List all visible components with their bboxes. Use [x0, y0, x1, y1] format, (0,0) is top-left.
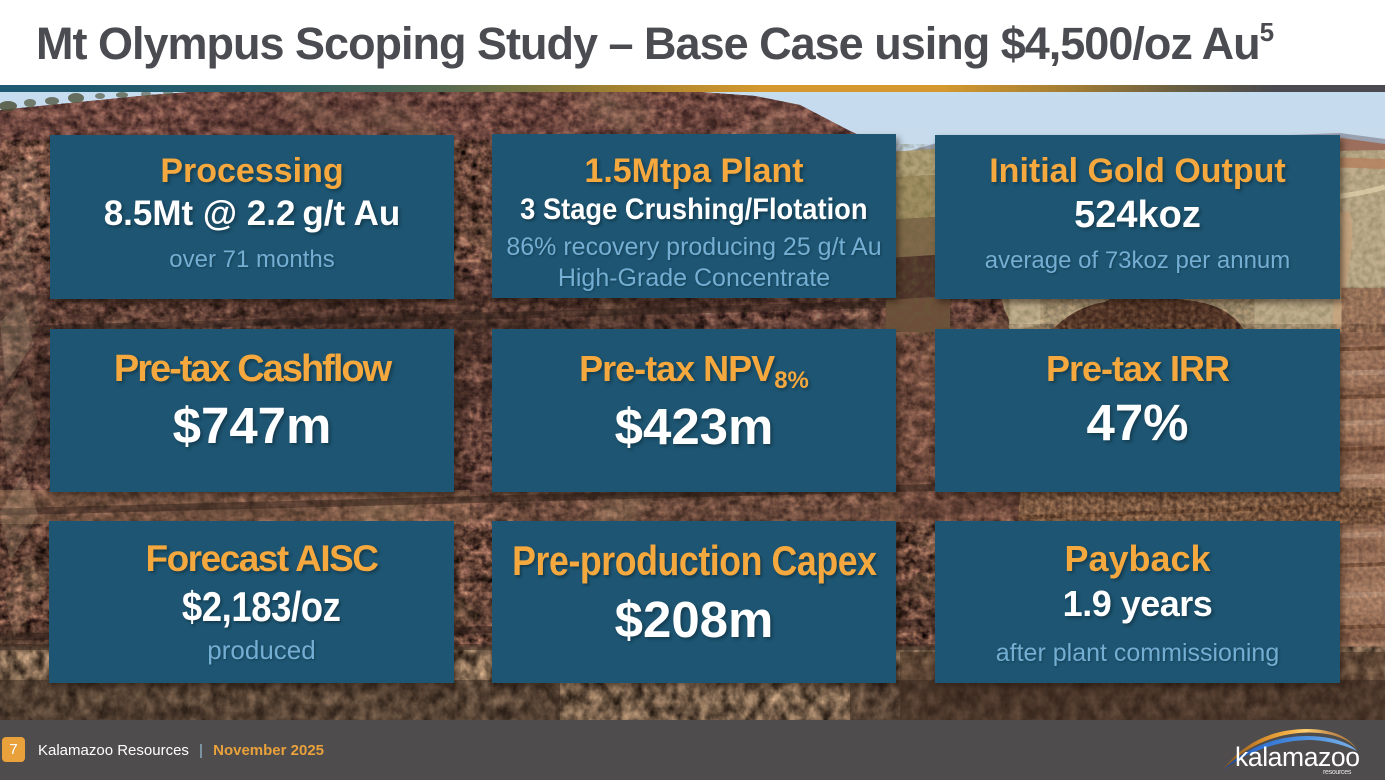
svg-text:resources: resources	[1323, 769, 1352, 776]
svg-text:kalamazoo: kalamazoo	[1235, 742, 1360, 772]
